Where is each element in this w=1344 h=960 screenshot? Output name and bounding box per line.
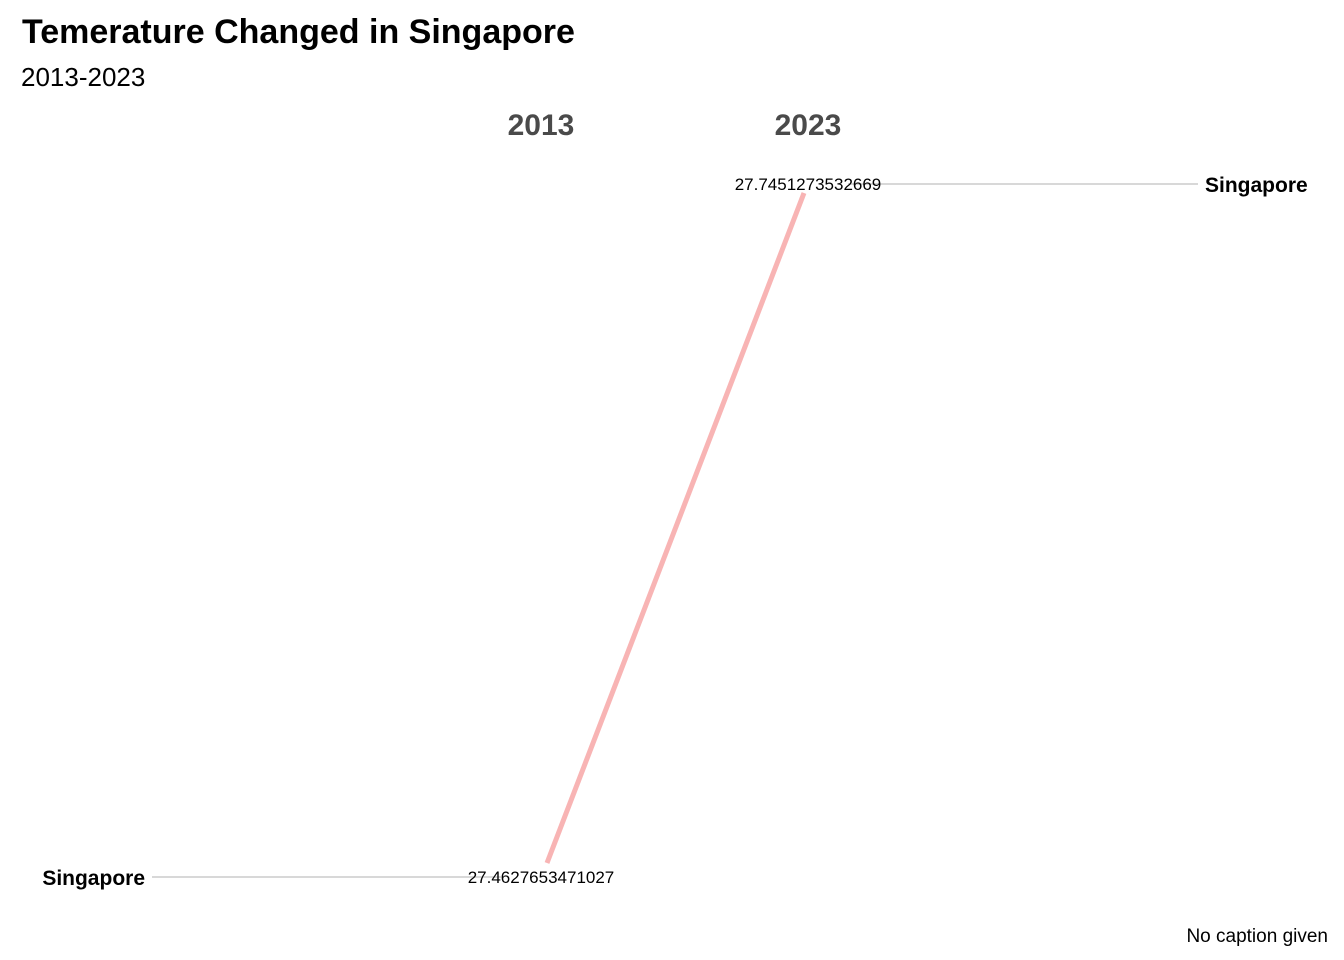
entity-label-right: Singapore (1205, 174, 1308, 197)
column-header-2023: 2023 (775, 109, 842, 142)
column-header-2013: 2013 (508, 109, 575, 142)
value-label-2023: 27.7451273532669 (735, 175, 882, 194)
plot-area: 2013 2023 27.4627653471027 27.7451273532669… (42, 109, 1307, 890)
chart-subtitle: 2013-2023 (21, 62, 145, 92)
slope-line-singapore (544, 192, 807, 864)
value-label-2013: 27.4627653471027 (468, 868, 615, 887)
entity-label-left: Singapore (42, 867, 145, 890)
chart-caption: No caption given (1186, 926, 1328, 947)
chart-title: Temerature Changed in Singapore (22, 13, 575, 51)
